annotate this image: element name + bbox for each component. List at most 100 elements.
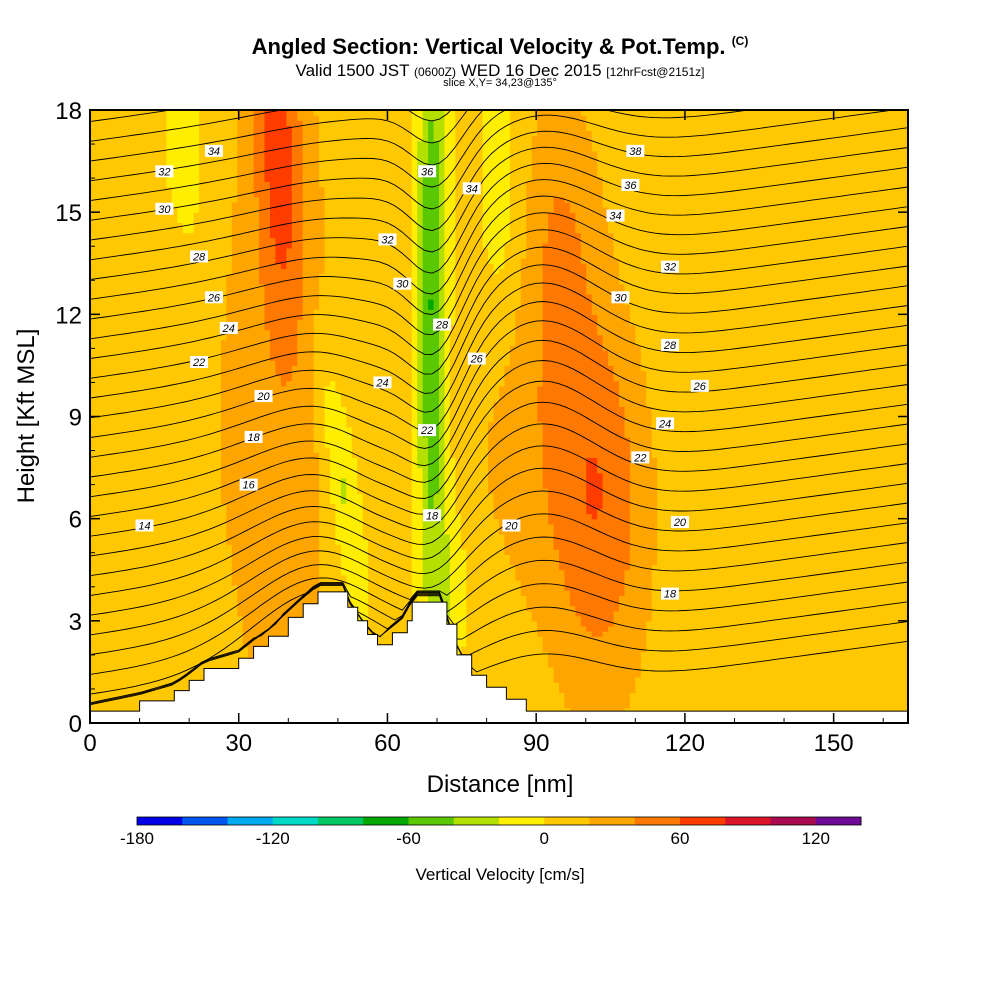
velocity-cell	[166, 120, 200, 126]
velocity-cell	[482, 222, 511, 229]
velocity-cell	[313, 442, 326, 448]
velocity-cell	[90, 503, 227, 510]
velocity-cell	[319, 283, 413, 290]
velocity-cell	[466, 574, 516, 581]
theta-label: 20	[504, 520, 518, 532]
velocity-cell	[286, 247, 304, 254]
velocity-cell	[428, 436, 440, 443]
x-tick-label: 30	[225, 730, 252, 757]
velocity-cell	[629, 304, 908, 310]
velocity-cell	[428, 467, 440, 474]
velocity-cell	[602, 344, 642, 351]
velocity-cell	[90, 339, 222, 346]
velocity-cell	[417, 217, 424, 223]
velocity-cell	[613, 232, 908, 239]
velocity-cell	[466, 625, 538, 632]
velocity-cell	[90, 508, 227, 515]
velocity-cell	[411, 319, 418, 326]
velocity-cell	[531, 166, 598, 172]
velocity-cell	[90, 242, 233, 249]
velocity-cell	[509, 227, 527, 234]
velocity-cell	[618, 600, 653, 607]
velocity-field	[90, 110, 908, 723]
velocity-cell	[449, 324, 516, 331]
velocity-cell	[439, 196, 446, 203]
velocity-cell	[597, 467, 631, 474]
velocity-cell	[324, 390, 342, 397]
velocity-cell	[564, 196, 604, 203]
velocity-cell	[411, 544, 424, 550]
velocity-cell	[220, 457, 320, 464]
theta-label: 32	[158, 166, 170, 178]
velocity-cell	[324, 191, 413, 198]
velocity-cell	[220, 360, 277, 367]
velocity-cell	[651, 574, 908, 581]
velocity-cell	[455, 314, 516, 321]
velocity-cell	[269, 339, 298, 346]
velocity-cell	[449, 600, 467, 607]
theta-contour-line	[90, 320, 908, 458]
velocity-cell	[90, 518, 227, 525]
velocity-cell	[324, 237, 413, 244]
velocity-cell	[417, 442, 429, 448]
velocity-cell	[411, 426, 418, 433]
velocity-cell	[90, 360, 222, 367]
velocity-cell	[444, 370, 451, 377]
velocity-cell	[455, 503, 495, 510]
theta-contour-line	[90, 110, 753, 202]
velocity-cell	[291, 191, 304, 198]
colorbar-swatch	[182, 817, 228, 825]
velocity-cell	[515, 309, 544, 315]
velocity-cell	[504, 253, 527, 259]
theta-label-bg	[190, 356, 209, 369]
velocity-cell	[182, 227, 195, 234]
velocity-cell	[439, 217, 446, 223]
velocity-cell	[264, 176, 293, 183]
velocity-cell	[302, 145, 320, 152]
velocity-cell	[422, 493, 429, 499]
velocity-cell	[422, 339, 440, 346]
velocity-cell	[411, 508, 424, 515]
velocity-cell	[455, 232, 484, 239]
velocity-cell	[608, 207, 908, 213]
velocity-cell	[231, 207, 260, 213]
velocity-cell	[346, 488, 358, 494]
velocity-cell	[411, 457, 418, 464]
velocity-cell	[237, 140, 255, 147]
velocity-cell	[548, 237, 582, 244]
velocity-cell	[444, 166, 456, 172]
velocity-cell	[90, 370, 222, 377]
velocity-cell	[417, 263, 424, 269]
velocity-cell	[602, 186, 908, 193]
velocity-cell	[499, 523, 555, 530]
velocity-cell	[629, 319, 908, 326]
velocity-cell	[493, 416, 538, 423]
velocity-cell	[613, 375, 647, 382]
velocity-cell	[618, 268, 908, 275]
velocity-cell	[90, 130, 167, 137]
velocity-cell	[302, 186, 326, 193]
velocity-cell	[417, 227, 424, 234]
velocity-cell	[319, 125, 413, 132]
velocity-cell	[444, 442, 451, 448]
velocity-cell	[602, 631, 647, 637]
velocity-cell	[591, 135, 908, 142]
velocity-cell	[449, 365, 506, 372]
velocity-cell	[580, 258, 620, 264]
velocity-cell	[269, 355, 298, 361]
velocity-cell	[564, 585, 626, 591]
velocity-cell	[302, 161, 320, 167]
velocity-cell	[526, 237, 549, 244]
velocity-cell	[422, 181, 440, 188]
velocity-cell	[651, 590, 908, 596]
velocity-cell	[199, 171, 238, 178]
velocity-cell	[90, 288, 227, 295]
velocity-cell	[618, 385, 647, 392]
velocity-cell	[542, 242, 582, 249]
velocity-cell	[417, 253, 424, 259]
velocity-cell	[428, 447, 440, 453]
velocity-cell	[237, 181, 255, 188]
velocity-cell	[90, 493, 222, 499]
velocity-cell	[335, 528, 364, 535]
velocity-cell	[597, 171, 908, 178]
